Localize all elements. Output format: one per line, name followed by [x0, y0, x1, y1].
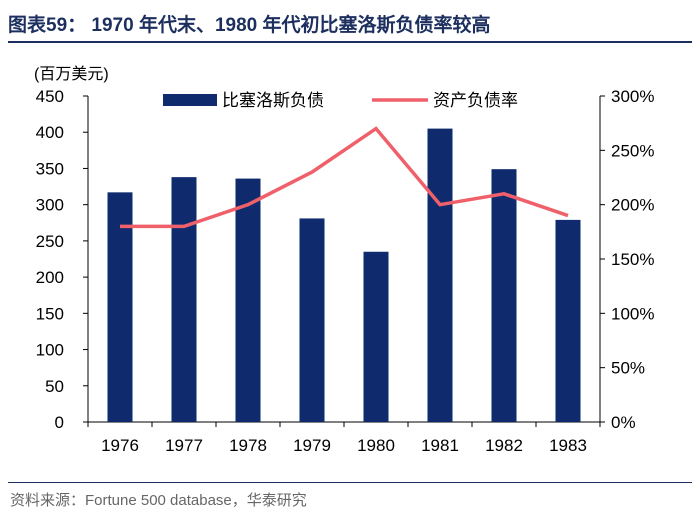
bar-1983	[555, 219, 581, 422]
right-tick-label: 50%	[611, 359, 645, 378]
left-tick-label: 400	[36, 123, 64, 142]
title-divider	[8, 41, 692, 43]
bar-1977	[171, 177, 197, 422]
right-tick-label: 250%	[611, 141, 654, 160]
bar-1976	[107, 192, 133, 422]
bar-1980	[363, 251, 389, 422]
right-tick-label: 100%	[611, 304, 654, 323]
left-tick-label: 0	[55, 413, 64, 432]
figure-title: 图表59： 1970 年代末、1980 年代初比塞洛斯负债率较高	[8, 15, 491, 36]
source-divider	[8, 482, 692, 483]
legend-line-label: 资产负债率	[433, 91, 518, 110]
right-tick-label: 0%	[611, 413, 636, 432]
left-tick-label: 250	[36, 232, 64, 251]
right-tick-label: 300%	[611, 87, 654, 106]
left-tick-label: 100	[36, 341, 64, 360]
x-tick-label: 1979	[293, 436, 331, 455]
bar-1981	[427, 128, 453, 422]
x-tick-label: 1976	[101, 436, 139, 455]
right-tick-label: 200%	[611, 196, 654, 215]
left-tick-label: 150	[36, 304, 64, 323]
x-tick-label: 1983	[549, 436, 587, 455]
right-tick-label: 150%	[611, 250, 654, 269]
x-tick-label: 1980	[357, 436, 395, 455]
x-tick-label: 1978	[229, 436, 267, 455]
x-tick-label: 1982	[485, 436, 523, 455]
y-axis-unit-label: (百万美元)	[34, 66, 109, 83]
left-tick-label: 300	[36, 196, 64, 215]
left-tick-label: 200	[36, 268, 64, 287]
bar-1979	[299, 218, 325, 422]
bar-1978	[235, 178, 261, 422]
x-tick-label: 1977	[165, 436, 203, 455]
left-tick-label: 50	[45, 377, 64, 396]
bar-1982	[491, 169, 517, 422]
legend-bar-swatch	[163, 94, 217, 106]
ratio-line	[120, 126, 569, 229]
x-tick-label: 1981	[421, 436, 459, 455]
legend-bar-label: 比塞洛斯负债	[222, 91, 324, 110]
source-note: 资料来源：Fortune 500 database，华泰研究	[10, 492, 307, 509]
left-tick-label: 450	[36, 87, 64, 106]
left-tick-label: 350	[36, 159, 64, 178]
